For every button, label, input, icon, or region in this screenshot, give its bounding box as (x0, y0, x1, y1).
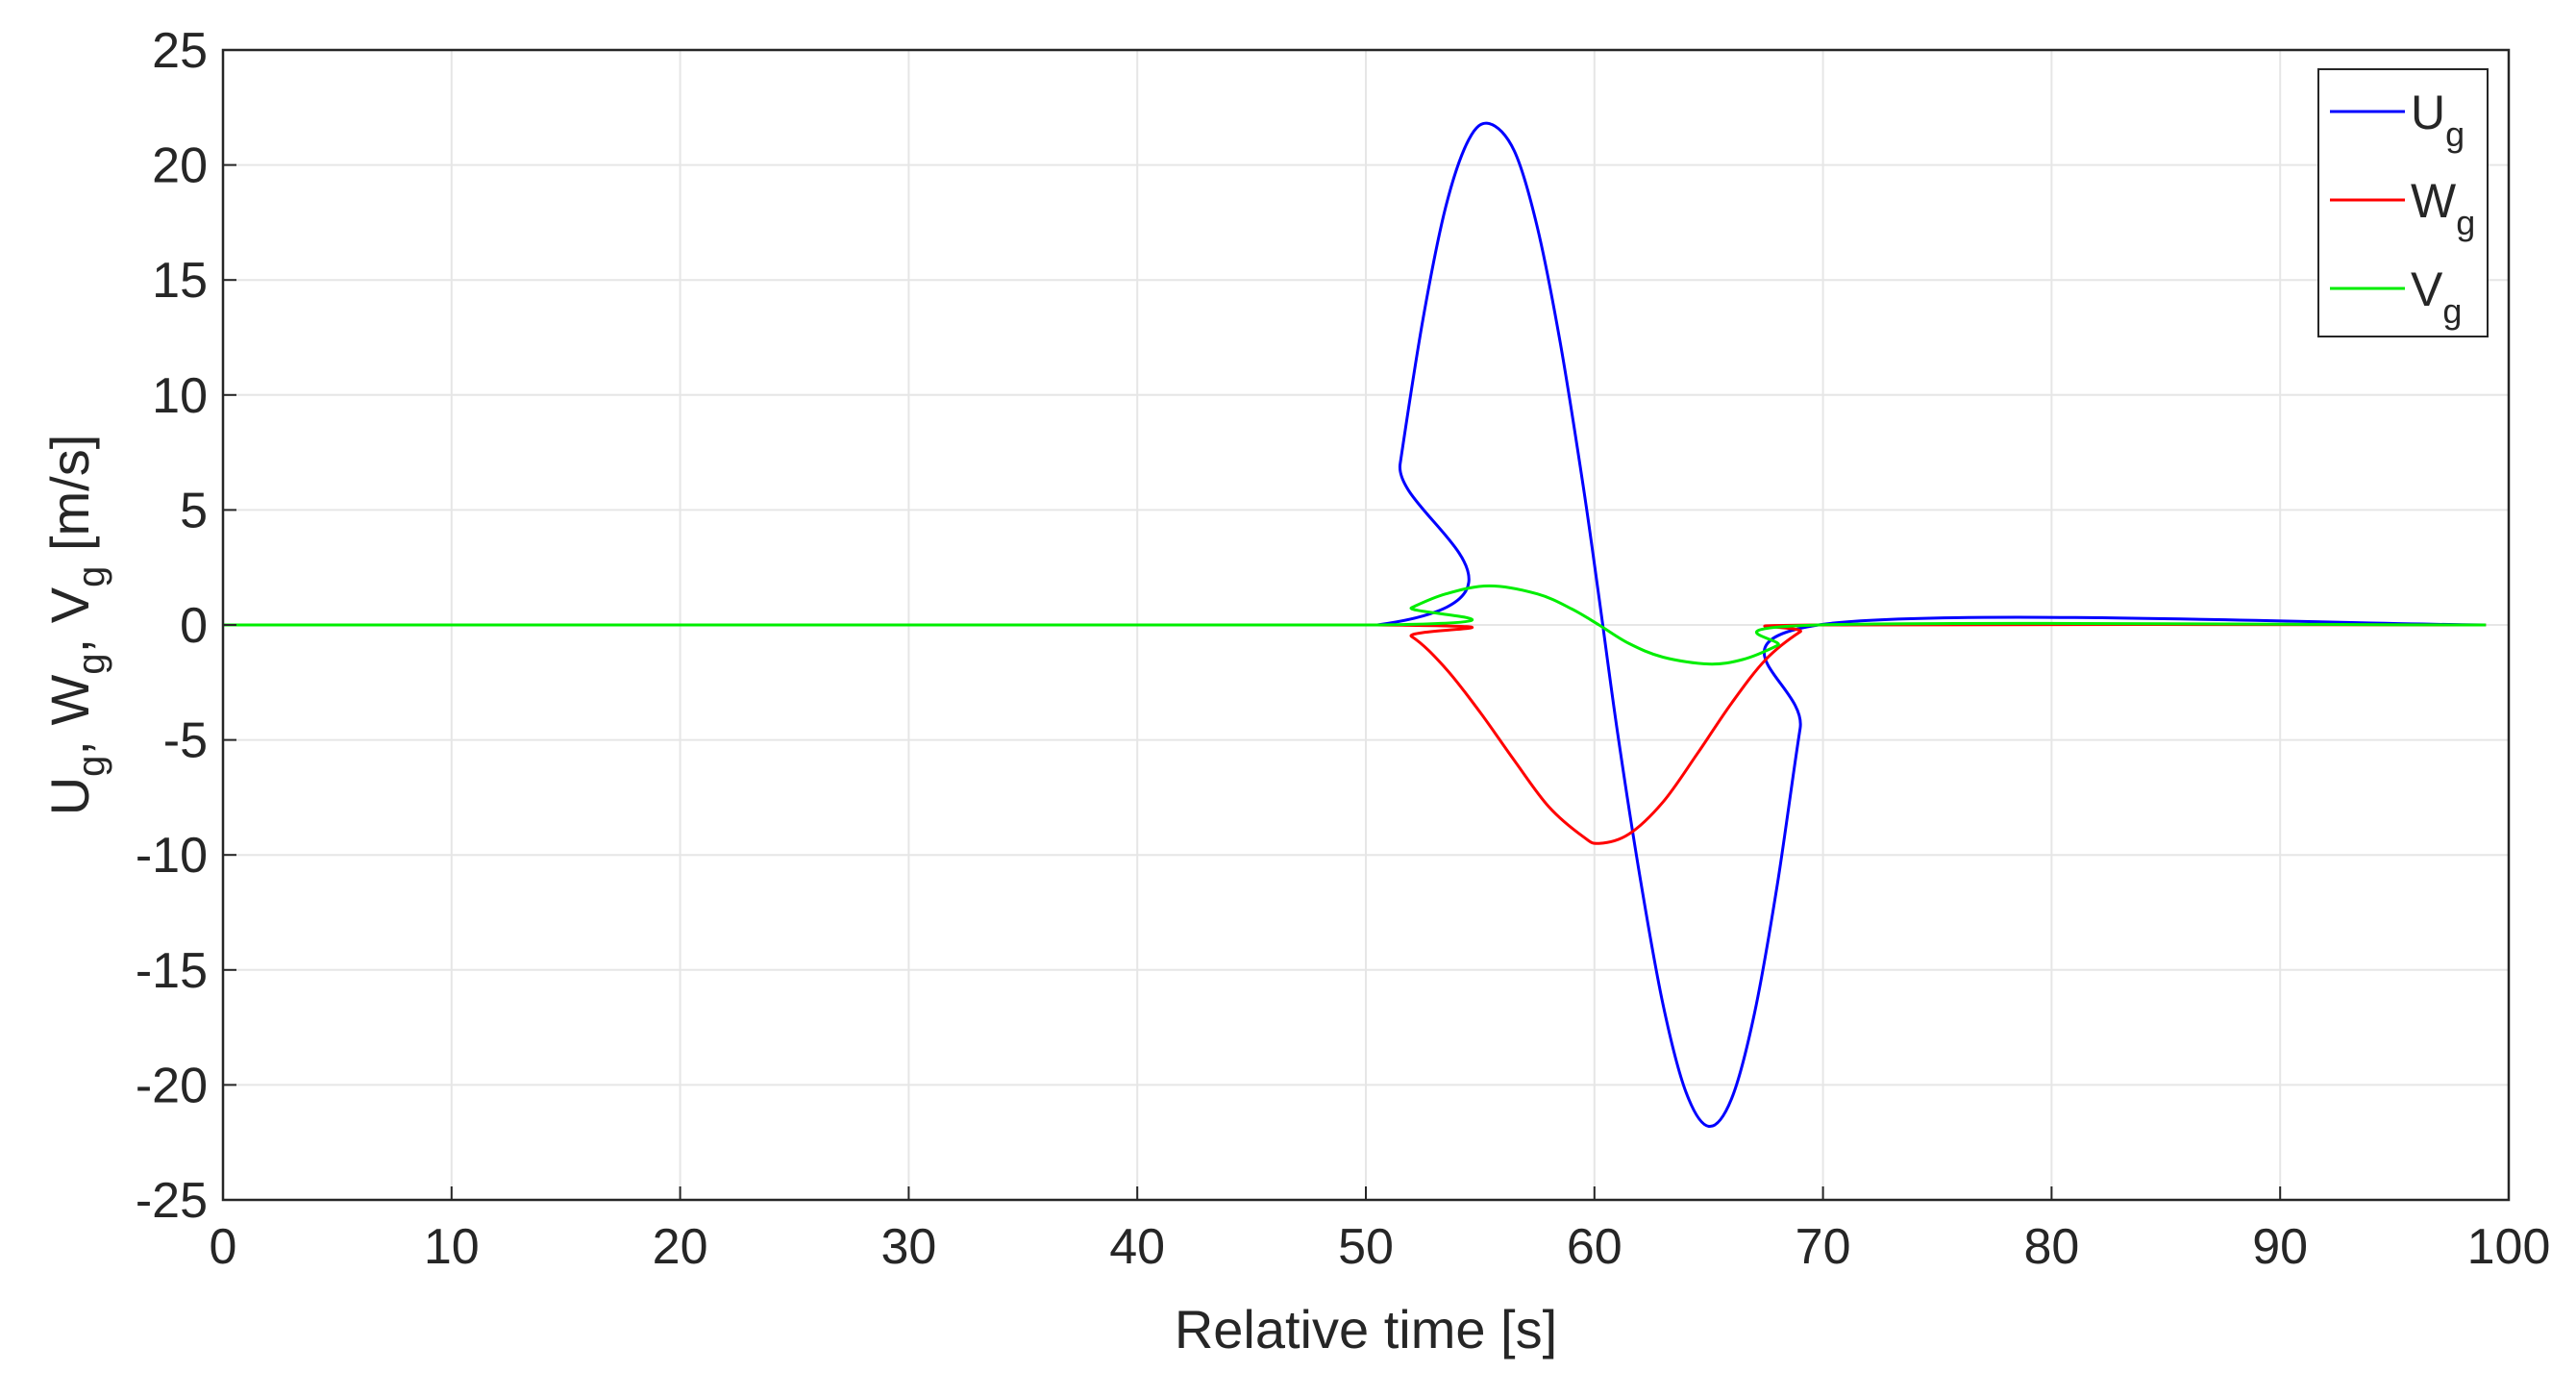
y-axis-label-w: W (39, 674, 100, 725)
y-tick-label: 0 (180, 598, 208, 654)
y-tick-label: 15 (152, 253, 208, 309)
x-tick-label: 60 (1567, 1219, 1622, 1275)
y-tick-label: -25 (136, 1173, 208, 1229)
x-tick-label: 10 (424, 1219, 480, 1275)
x-tick-label: 30 (880, 1219, 936, 1275)
legend: Ug Wg Vg (2317, 68, 2489, 337)
x-tick-label: 90 (2252, 1219, 2308, 1275)
x-tick-label: 80 (2023, 1219, 2079, 1275)
y-tick-label: -15 (136, 943, 208, 999)
x-tick-label: 20 (653, 1219, 708, 1275)
legend-label-u-g: Ug (2411, 86, 2465, 154)
y-axis-label-v: V (39, 586, 100, 623)
y-axis-label-v-sub: g (70, 566, 112, 587)
x-tick-label: 0 (210, 1219, 237, 1275)
y-axis-label-u-sub: g (70, 756, 112, 777)
y-tick-label: -20 (136, 1058, 208, 1113)
legend-label-v-g: Vg (2411, 262, 2462, 331)
y-axis-label-sep-2: , (39, 623, 100, 653)
series-line-u-g (223, 121, 2487, 1128)
series-lines (223, 121, 2487, 1128)
y-tick-label: -10 (136, 828, 208, 884)
x-tick-label: 40 (1109, 1219, 1165, 1275)
y-tick-label: -5 (163, 713, 208, 769)
y-tick-label: 25 (152, 23, 208, 79)
y-axis-ticks: 25 20 15 10 5 0 -5 -10 -15 -20 -25 (136, 23, 236, 1229)
y-axis-label-u: U (39, 777, 100, 815)
x-axis-label: Relative time [s] (1175, 1299, 1557, 1360)
legend-box (2317, 68, 2489, 337)
y-tick-label: 10 (152, 368, 208, 424)
x-axis-ticks: 0 10 20 30 40 50 60 70 80 90 100 (210, 1186, 2551, 1275)
series-line-v-g (223, 584, 2487, 666)
legend-label-w-g: Wg (2411, 174, 2475, 242)
y-axis-label-w-sub: g (70, 653, 112, 674)
y-axis-label: Ug, Wg, Vg [m/s] (39, 435, 112, 816)
y-tick-label: 20 (152, 138, 208, 194)
x-tick-label: 50 (1338, 1219, 1394, 1275)
x-tick-label: 100 (2467, 1219, 2551, 1275)
y-axis-label-unit: [m/s] (39, 435, 100, 566)
y-tick-label: 5 (180, 483, 208, 538)
y-axis-label-sep-1: , (39, 725, 100, 755)
x-tick-label: 70 (1796, 1219, 1851, 1275)
